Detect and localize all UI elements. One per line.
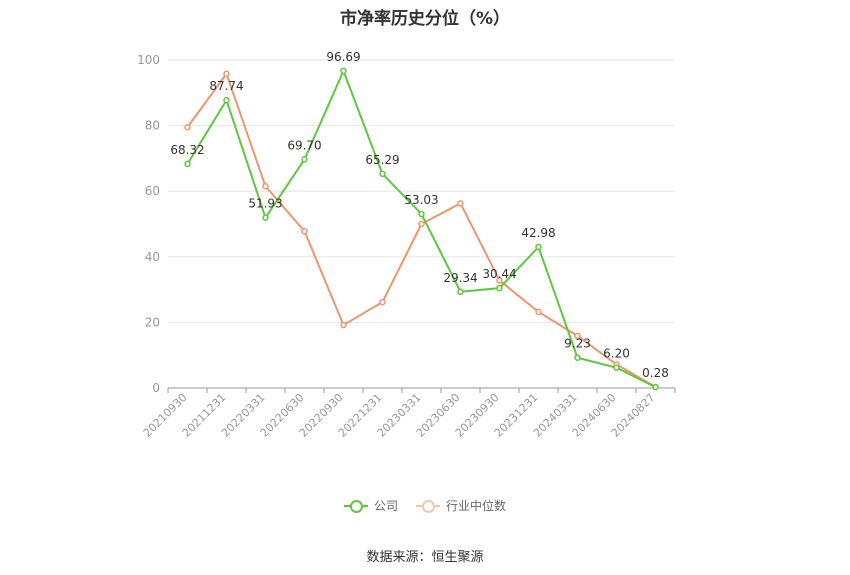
y-tick-label: 80 bbox=[145, 119, 160, 133]
company-data-point bbox=[418, 210, 425, 218]
legend-company-marker bbox=[343, 499, 368, 513]
y-tick-label: 20 bbox=[145, 315, 160, 329]
industry-median-data-point bbox=[262, 183, 269, 190]
line-chart: 0204060801002021093020211231202203312022… bbox=[137, 50, 676, 440]
industry-median-data-point bbox=[379, 298, 386, 306]
company-data-point bbox=[301, 156, 308, 163]
industry-median-data-point bbox=[496, 277, 503, 284]
industry-median-data-point bbox=[457, 200, 464, 207]
company-data-point bbox=[262, 214, 269, 221]
industry-median-data-point bbox=[418, 220, 425, 228]
company-data-label: 87.74 bbox=[209, 79, 243, 93]
company-data-label: 51.93 bbox=[248, 197, 282, 211]
company-data-label: 42.98 bbox=[521, 226, 555, 240]
company-data-label: 30.44 bbox=[482, 267, 516, 281]
company-data-point bbox=[496, 284, 503, 292]
company-data-label: 6.20 bbox=[603, 347, 630, 361]
company-data-label: 65.29 bbox=[365, 153, 399, 167]
industry-median-data-point bbox=[535, 308, 542, 316]
company-data-label: 0.28 bbox=[642, 366, 669, 380]
company-data-point bbox=[379, 170, 386, 178]
legend-item-company[interactable]: 公司 bbox=[343, 497, 398, 514]
company-data-point bbox=[613, 364, 620, 371]
y-tick-label: 100 bbox=[137, 53, 160, 67]
company-data-label: 69.70 bbox=[287, 138, 321, 152]
company-data-point bbox=[574, 354, 581, 361]
company-data-label: 68.32 bbox=[170, 143, 204, 157]
legend-item-industry-median[interactable]: 行业中位数 bbox=[416, 497, 506, 514]
company-data-point bbox=[223, 96, 230, 104]
industry-median-data-point bbox=[574, 332, 581, 340]
chart-title: 市净率历史分位（%） bbox=[339, 9, 511, 29]
industry-median-data-point bbox=[301, 227, 308, 235]
company-data-point bbox=[184, 160, 191, 168]
industry-median-data-point bbox=[340, 321, 347, 329]
y-tick-label: 60 bbox=[145, 184, 160, 198]
company-data-label: 29.34 bbox=[443, 271, 477, 285]
company-data-label: 9.23 bbox=[564, 337, 591, 351]
y-tick-label: 40 bbox=[145, 250, 160, 264]
industry-median-data-point bbox=[223, 70, 230, 78]
legend-industry-marker bbox=[416, 499, 440, 513]
legend-company-label: 公司 bbox=[373, 499, 398, 513]
company-data-label: 96.69 bbox=[326, 50, 360, 64]
legend-industry-label: 行业中位数 bbox=[446, 499, 507, 513]
company-data-point bbox=[535, 243, 542, 251]
company-data-point bbox=[652, 383, 659, 391]
company-data-point bbox=[340, 67, 347, 75]
legend: 公司 行业中位数 bbox=[0, 497, 850, 514]
company-data-label: 53.03 bbox=[404, 193, 438, 207]
industry-median-data-point bbox=[184, 123, 191, 131]
company-data-point bbox=[457, 288, 464, 296]
data-source: 数据来源：恒生聚源 bbox=[366, 550, 484, 565]
y-tick-label: 0 bbox=[152, 381, 160, 395]
